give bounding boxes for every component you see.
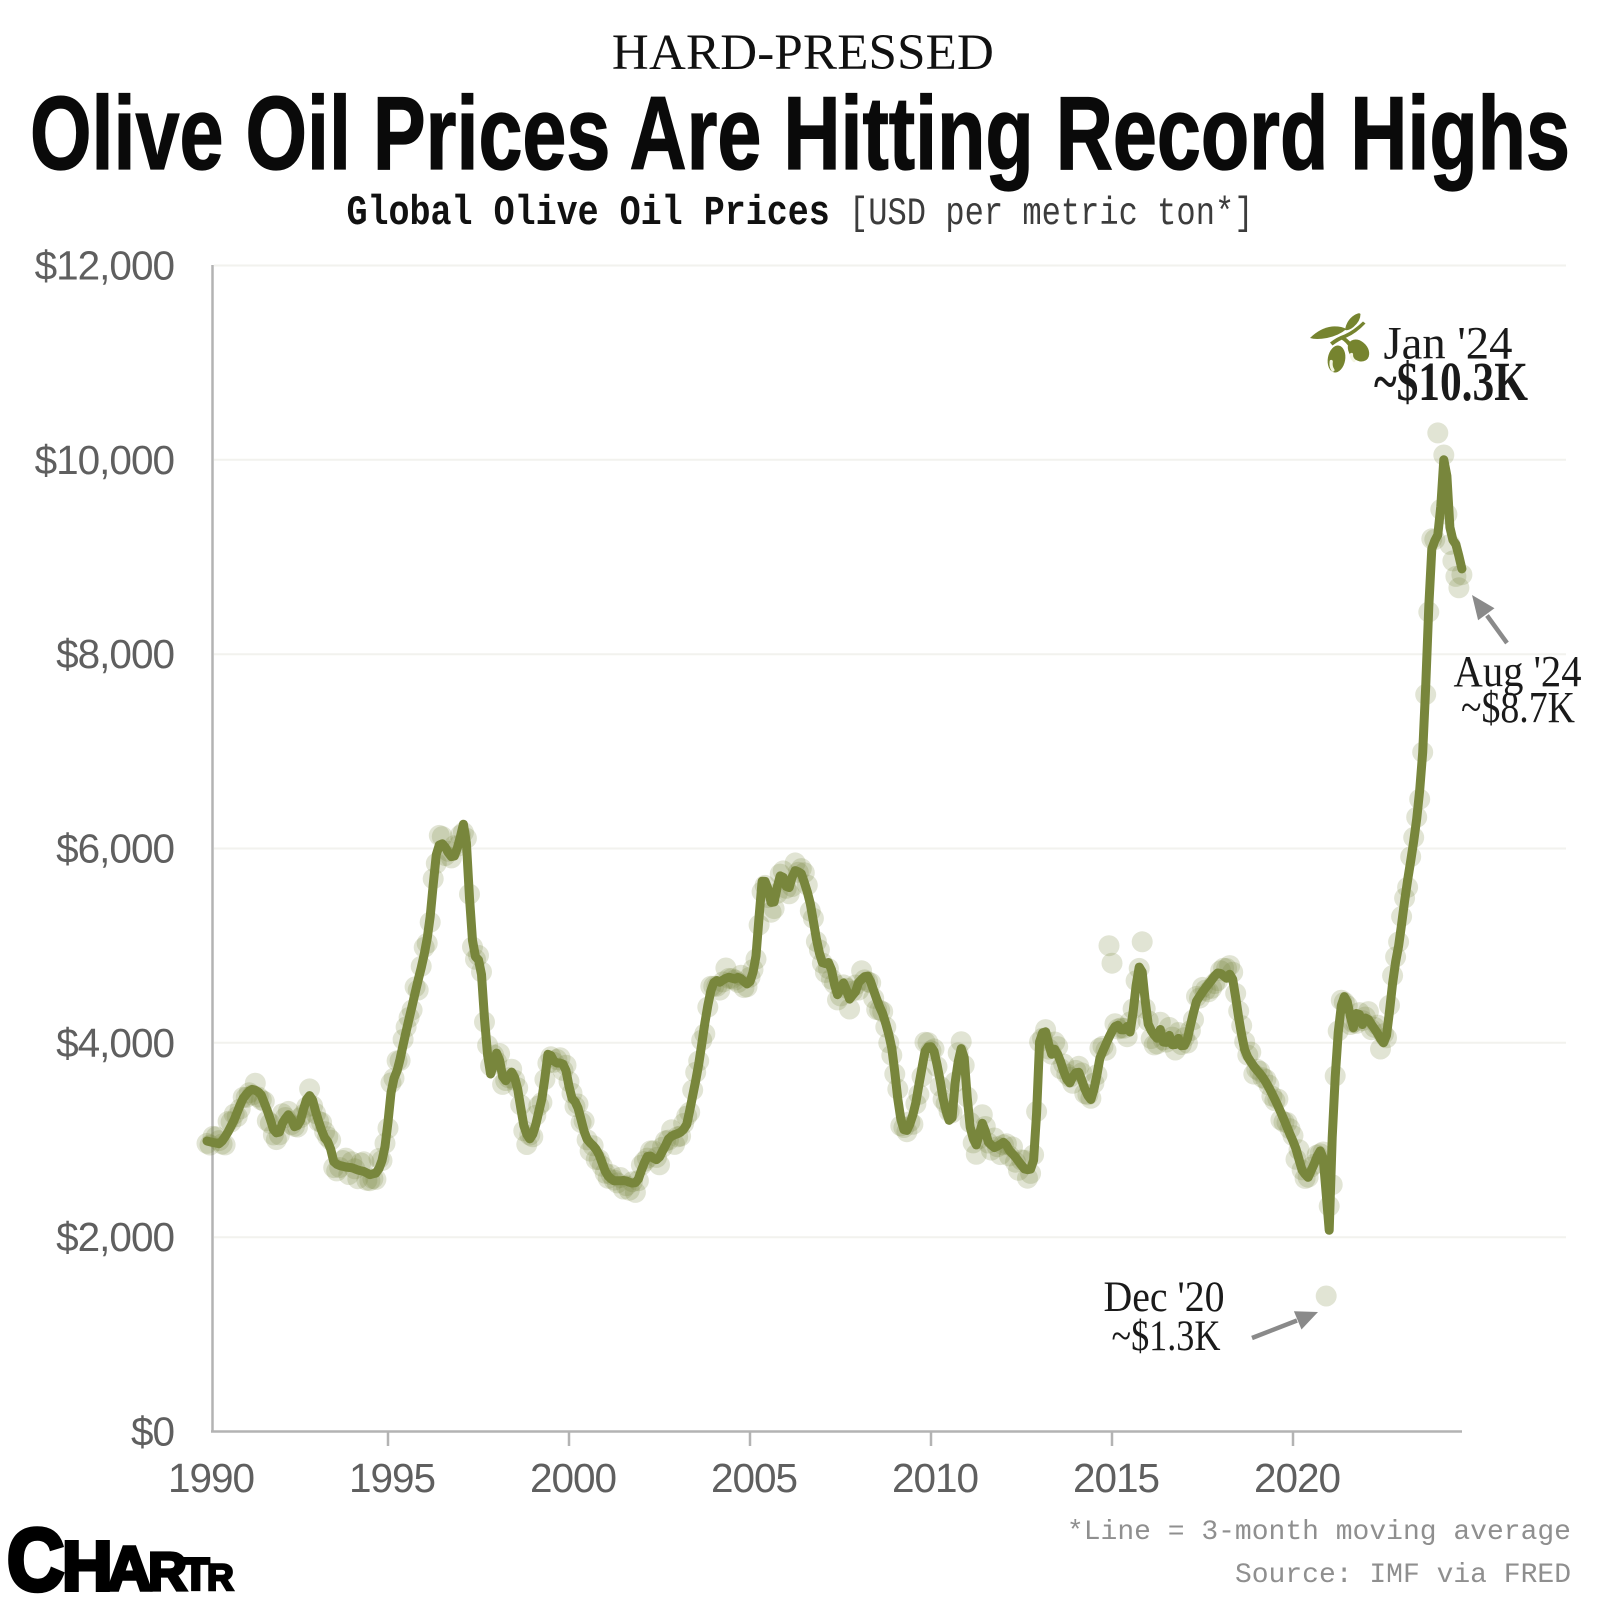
svg-text:Olive Oil Prices Are Hitting R: Olive Oil Prices Are Hitting Record High… xyxy=(30,76,1570,192)
svg-text:Aug '24: Aug '24 xyxy=(1454,647,1582,696)
svg-text:~$10.3K: ~$10.3K xyxy=(1374,351,1528,412)
svg-text:$10,000: $10,000 xyxy=(35,437,174,483)
svg-text:$6,000: $6,000 xyxy=(56,826,174,872)
svg-text:HARD-PRESSED: HARD-PRESSED xyxy=(612,25,994,81)
svg-text:T: T xyxy=(182,1549,210,1600)
svg-text:*Line = 3-month moving average: *Line = 3-month moving average xyxy=(1067,1517,1571,1548)
svg-text:Source: IMF via FRED: Source: IMF via FRED xyxy=(1235,1560,1571,1591)
svg-text:H: H xyxy=(62,1527,113,1600)
svg-text:~$8.7K: ~$8.7K xyxy=(1461,683,1575,732)
svg-text:A: A xyxy=(107,1535,152,1600)
svg-text:R: R xyxy=(207,1557,234,1598)
svg-text:2015: 2015 xyxy=(1073,1455,1159,1501)
svg-text:Dec '20: Dec '20 xyxy=(1104,1274,1225,1321)
svg-text:2020: 2020 xyxy=(1254,1455,1340,1501)
svg-text:$0: $0 xyxy=(131,1409,174,1455)
svg-text:Global Olive Oil Prices [USD p: Global Olive Oil Prices [USD per metric … xyxy=(347,189,1254,237)
svg-text:~$1.3K: ~$1.3K xyxy=(1112,1313,1221,1360)
svg-text:$4,000: $4,000 xyxy=(56,1020,174,1066)
svg-text:$2,000: $2,000 xyxy=(56,1214,174,1260)
svg-text:1995: 1995 xyxy=(349,1455,435,1501)
svg-text:$8,000: $8,000 xyxy=(56,631,174,677)
svg-text:2010: 2010 xyxy=(892,1455,978,1501)
svg-text:2005: 2005 xyxy=(711,1455,797,1501)
svg-text:$12,000: $12,000 xyxy=(35,243,174,289)
svg-text:C: C xyxy=(7,1510,64,1600)
svg-text:2000: 2000 xyxy=(530,1455,616,1501)
svg-text:Jan '24: Jan '24 xyxy=(1384,318,1513,370)
svg-text:R: R xyxy=(148,1542,187,1600)
svg-text:1990: 1990 xyxy=(168,1455,254,1501)
